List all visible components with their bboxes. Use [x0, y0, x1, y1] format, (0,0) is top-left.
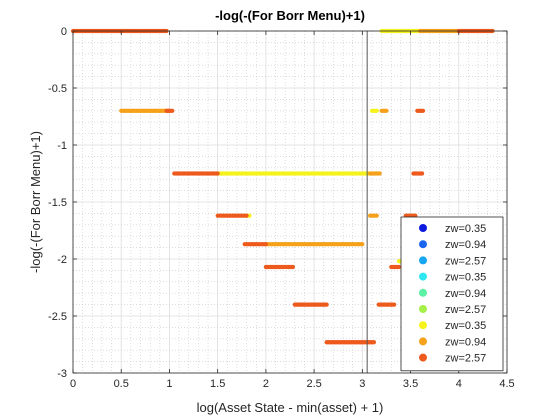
legend-marker	[419, 288, 427, 297]
legend-label: zw=2.57	[445, 255, 486, 267]
data-point	[377, 171, 382, 176]
x-tick-label: 1	[166, 378, 172, 390]
chart-title: -log(-(For Borr Menu)+1)	[215, 8, 365, 23]
x-tick-label: 0.5	[114, 378, 129, 390]
legend-label: zw=2.57	[445, 304, 486, 316]
series-segment	[379, 108, 389, 113]
series-segment	[376, 302, 397, 307]
y-tick-label: -2	[57, 254, 67, 266]
series-segment	[292, 302, 329, 307]
data-point	[360, 242, 365, 247]
series-segment	[263, 242, 365, 247]
x-tick-label: 2	[263, 378, 269, 390]
series-segment	[242, 242, 268, 247]
legend-marker	[419, 321, 427, 330]
data-point	[396, 264, 402, 270]
series-segment	[164, 108, 175, 113]
series-segment	[215, 171, 373, 176]
series-segment	[415, 108, 426, 113]
legend-label: zw=0.35	[445, 320, 486, 332]
legend-label: zw=0.94	[445, 239, 486, 251]
legend-marker	[419, 305, 427, 313]
data-point	[420, 171, 425, 176]
data-point	[384, 108, 389, 113]
x-tick-label: 1.5	[210, 378, 225, 390]
x-tick-label: 4	[456, 378, 462, 390]
legend-label: zw=0.35	[445, 272, 486, 284]
series-segment	[369, 108, 379, 113]
data-point	[290, 264, 295, 270]
x-tick-label: 4.5	[499, 378, 514, 390]
legend-marker	[419, 256, 427, 265]
axes	[72, 30, 508, 374]
legend-marker	[419, 337, 427, 346]
y-tick-label: -1.5	[48, 197, 67, 209]
x-tick-label: 3	[359, 378, 365, 390]
legend: zw=0.35 zw=0.94 zw=2.57 zw=0.35 zw=0.94 zw=2.…	[400, 216, 504, 372]
series-segment	[215, 213, 249, 218]
legend-marker	[419, 240, 427, 249]
legend-label: zw=2.57	[445, 353, 486, 365]
data-point	[371, 340, 377, 345]
legend-marker	[419, 272, 427, 281]
y-tick-label: 0	[61, 26, 67, 38]
legend-marker	[419, 224, 427, 232]
legend-label: zw=0.94	[445, 288, 486, 300]
data-point	[215, 171, 220, 176]
x-tick-label: 3.5	[403, 378, 418, 390]
legend-label: zw=0.35	[445, 223, 486, 235]
data-point	[374, 108, 379, 113]
legend-box	[400, 216, 504, 372]
data-point	[247, 213, 252, 218]
legend-label: zw=0.94	[445, 336, 486, 348]
series-segment	[263, 264, 295, 270]
data-point	[374, 213, 379, 218]
data-point	[170, 108, 175, 113]
data-point	[420, 108, 426, 113]
y-tick-label: -2.5	[48, 311, 67, 323]
data-point	[244, 213, 249, 218]
series-segment	[367, 171, 382, 176]
legend-marker	[419, 353, 427, 362]
y-tick-label: -1	[57, 140, 67, 152]
data-point	[324, 302, 329, 307]
series-segment	[172, 171, 220, 176]
tick-labels: 0 0.5 1 1.5 2 2.5 3 3.5 4 4.5 0 -0.5 -1 -1.5 -2 -2.5 -3	[48, 26, 515, 390]
y-axis-label: -log(-(For Borr Menu)+1)	[28, 131, 43, 273]
series-segment	[411, 171, 425, 176]
series-segment	[119, 108, 172, 113]
series-segment	[389, 264, 402, 270]
series-segment	[324, 340, 377, 345]
x-tick-label: 2.5	[306, 378, 321, 390]
data-point	[392, 302, 397, 307]
data-point	[263, 242, 268, 247]
x-tick-label: 0	[70, 378, 76, 390]
y-tick-label: -0.5	[48, 83, 67, 95]
y-tick-label: -3	[57, 368, 67, 380]
series-segment	[367, 213, 379, 218]
x-axis-label: log(Asset State - min(asset) + 1)	[197, 400, 384, 415]
